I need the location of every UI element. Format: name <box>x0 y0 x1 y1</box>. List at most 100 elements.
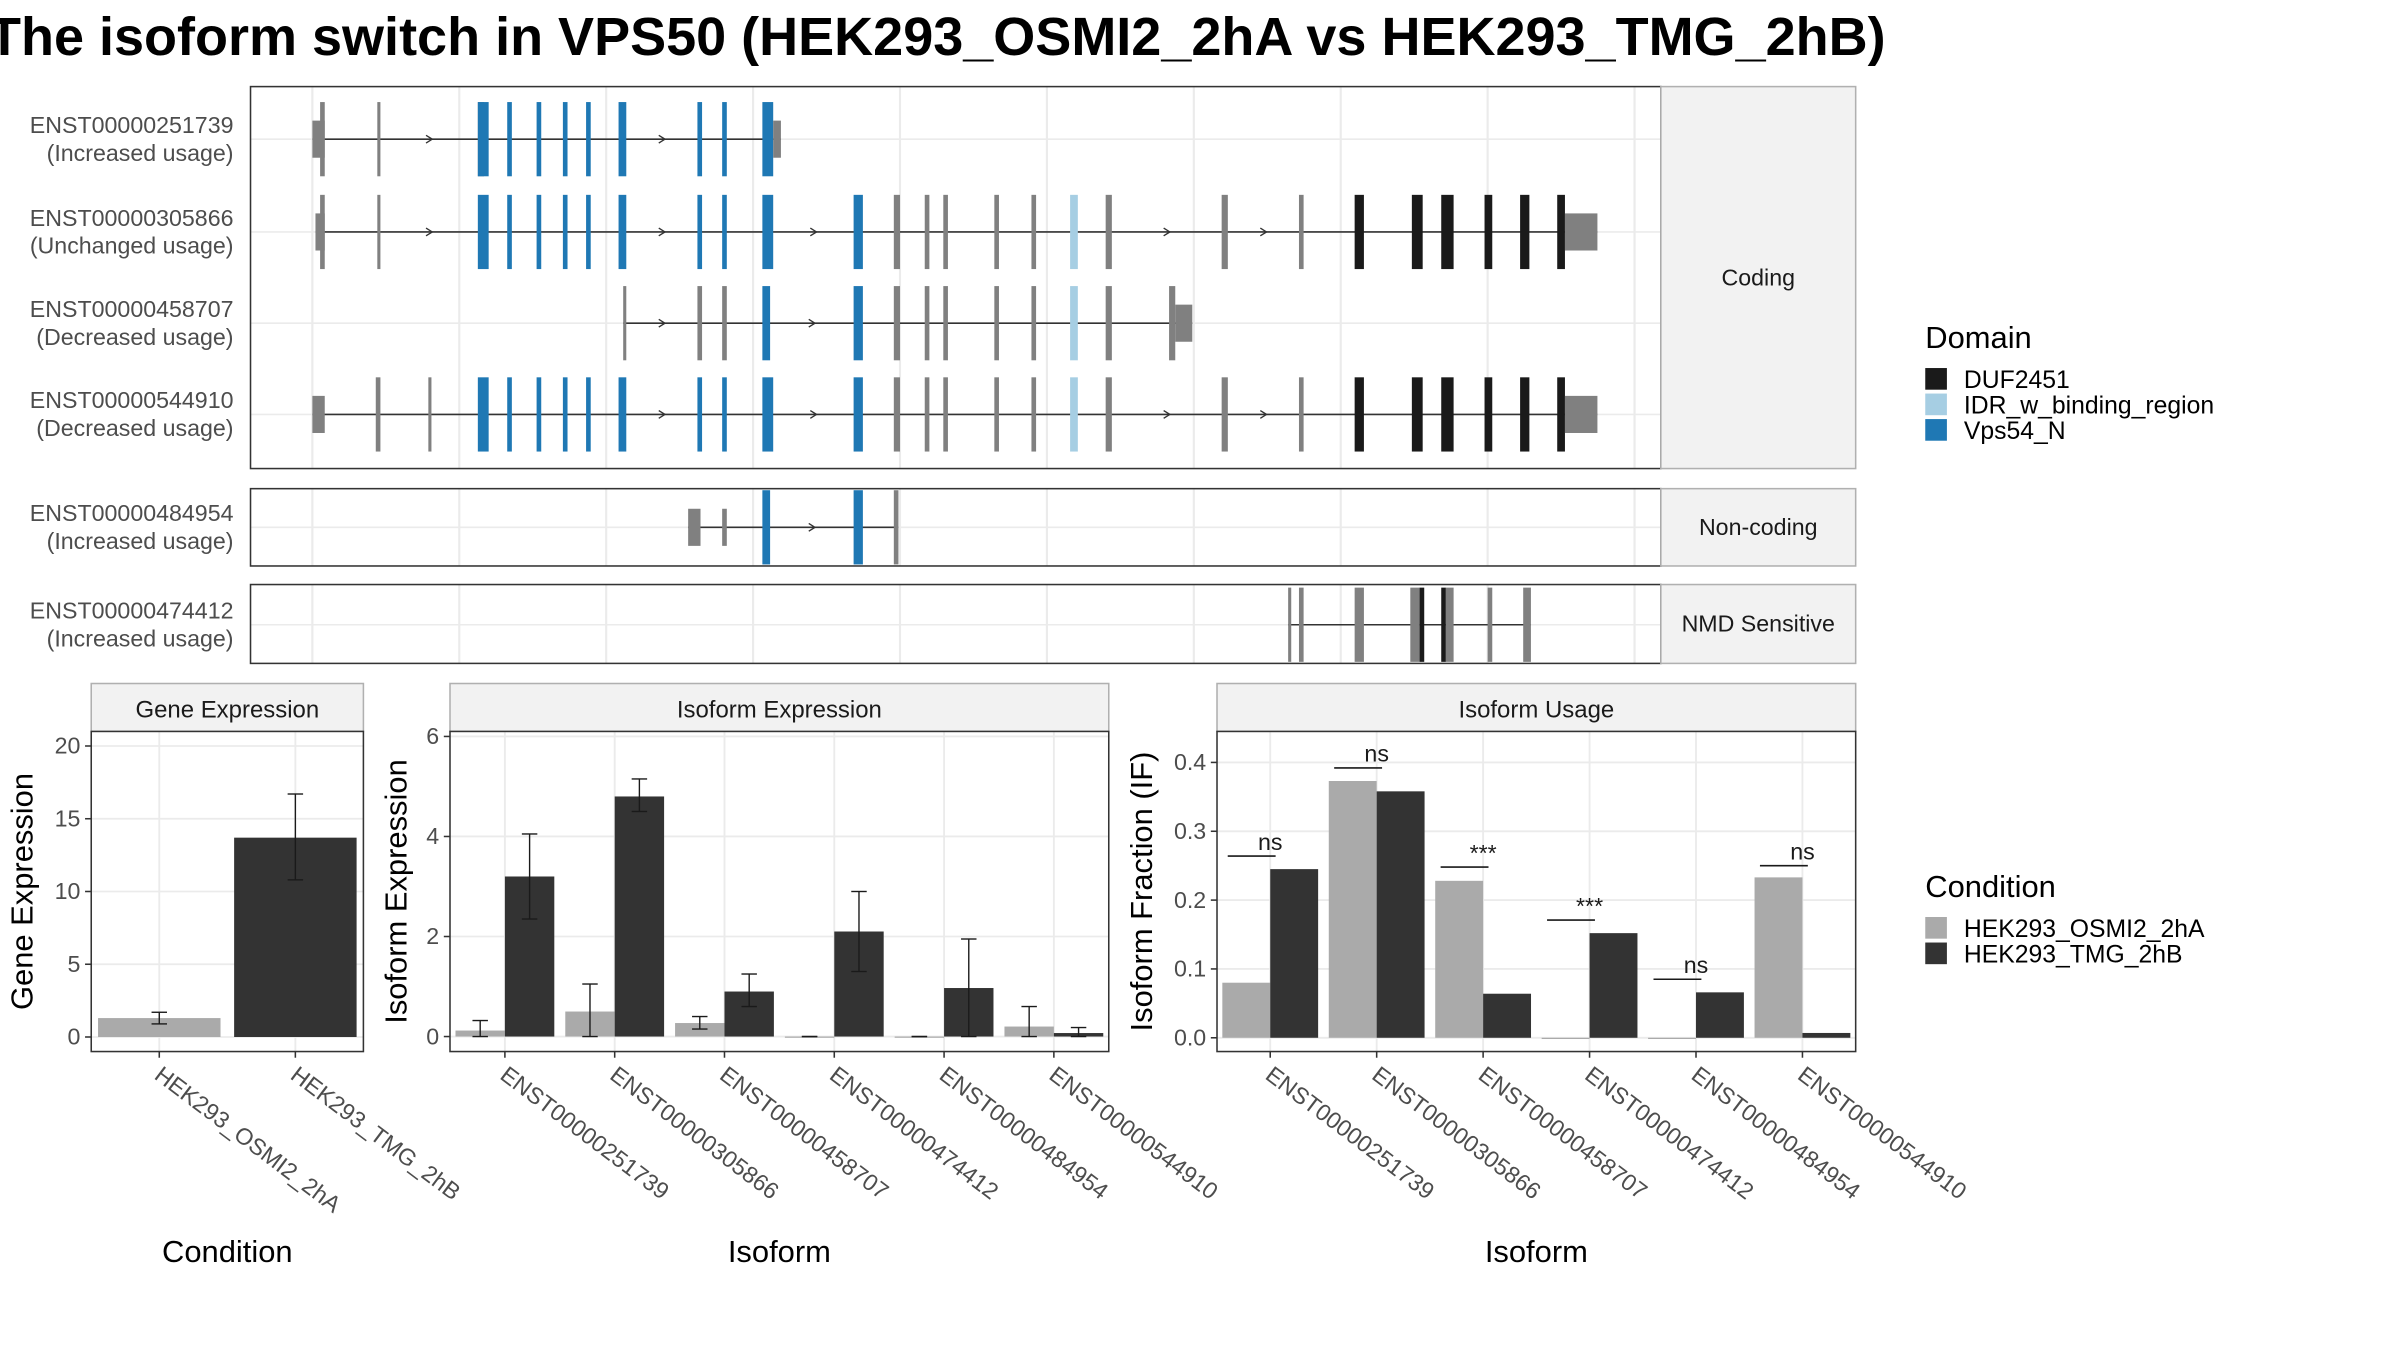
exon <box>1520 377 1530 452</box>
bar <box>1270 869 1319 1038</box>
direction-arrow <box>1163 227 1172 237</box>
facet-strip-label: Non-coding <box>1699 514 1818 540</box>
exon <box>507 377 512 452</box>
exon <box>1288 587 1292 662</box>
exon <box>1354 377 1364 452</box>
exon <box>477 102 489 177</box>
exon <box>924 377 930 452</box>
panel-strip <box>449 682 1110 733</box>
exon <box>893 377 900 452</box>
exon <box>586 194 591 270</box>
y-axis-label: Gene Expression <box>4 773 39 1010</box>
exon <box>1445 587 1454 662</box>
significance-label: *** <box>1470 840 1497 866</box>
bar <box>614 796 665 1037</box>
transcript-usage-label: (Increased usage) <box>47 140 234 166</box>
significance-label: ns <box>1258 829 1283 855</box>
exon <box>375 377 381 452</box>
exon <box>762 102 774 177</box>
legend-swatch-vps54_n <box>1925 419 1947 441</box>
legend-swatch-duf2451 <box>1925 368 1947 390</box>
x-axis-label: Condition <box>162 1234 293 1269</box>
exon <box>943 377 948 452</box>
transcript-id-label: ENST00000474412 <box>30 598 234 624</box>
significance-label: ns <box>1790 838 1815 864</box>
direction-arrow <box>809 227 818 237</box>
chart-title: The isoform switch in VPS50 (HEK293_OSMI… <box>0 7 1886 67</box>
exon <box>994 377 999 452</box>
facet-strip-label: NMD Sensitive <box>1682 611 1835 637</box>
utr-exon <box>1175 304 1193 342</box>
exon <box>943 194 948 270</box>
direction-arrow <box>1259 409 1268 419</box>
y-tick-label: 10 <box>55 878 81 904</box>
exon <box>893 194 900 270</box>
facet-strip <box>1660 85 1857 470</box>
bar <box>98 1018 221 1037</box>
y-tick-label: 0 <box>68 1024 81 1050</box>
bar <box>1376 791 1425 1038</box>
exon <box>507 194 512 270</box>
y-tick-label: 0.3 <box>1174 818 1206 844</box>
exon <box>623 286 627 361</box>
bar <box>1483 993 1532 1038</box>
panel-strip <box>90 682 365 733</box>
exon <box>586 102 591 177</box>
exon <box>1070 377 1078 452</box>
utr-exon <box>773 120 781 158</box>
transcript-id-label: ENST00000458707 <box>30 296 234 322</box>
exon <box>536 377 542 452</box>
exon <box>1411 377 1423 452</box>
exon <box>562 194 568 270</box>
exon <box>853 194 863 270</box>
plot-bg <box>450 731 1109 1052</box>
exon <box>924 194 930 270</box>
exon <box>1441 194 1454 270</box>
transcript-id-label: ENST00000251739 <box>30 112 234 138</box>
utr-exon <box>1564 213 1598 251</box>
direction-arrow <box>658 409 667 419</box>
y-tick-label: 0.0 <box>1174 1025 1206 1051</box>
direction-arrow <box>658 227 667 237</box>
exon <box>1105 377 1112 452</box>
panel-strip <box>1216 682 1857 733</box>
exon <box>1298 377 1304 452</box>
plot-border <box>1216 730 1857 1053</box>
utr-exon <box>688 508 701 546</box>
transcript-usage-label: (Increased usage) <box>47 625 234 651</box>
exon <box>1169 286 1176 361</box>
y-tick-label: 0.4 <box>1174 749 1206 775</box>
transcript-usage-label: (Decreased usage) <box>36 324 233 350</box>
exon <box>853 490 863 565</box>
transcript-usage-label: (Unchanged usage) <box>30 233 234 259</box>
exon <box>994 194 999 270</box>
y-tick-label: 0.1 <box>1174 956 1206 982</box>
exon <box>697 102 703 177</box>
utr-exon <box>1564 395 1598 433</box>
exon <box>1031 286 1037 361</box>
exon <box>618 102 627 177</box>
exon <box>586 377 591 452</box>
exon <box>1070 286 1078 361</box>
exon <box>762 490 771 565</box>
panel-title: Gene Expression <box>135 697 319 724</box>
exon <box>1031 377 1037 452</box>
direction-arrow <box>425 134 434 144</box>
exon <box>1419 587 1425 662</box>
exon <box>536 194 542 270</box>
exon <box>536 102 542 177</box>
bar <box>1435 880 1484 1038</box>
y-tick-label: 4 <box>426 823 439 849</box>
bar <box>675 1023 725 1037</box>
direction-arrow <box>808 522 817 532</box>
y-tick-label: 0 <box>426 1023 439 1049</box>
exon <box>1031 194 1037 270</box>
exon <box>562 102 568 177</box>
exon <box>697 194 703 270</box>
facet-strip <box>1660 583 1857 665</box>
utr-exon <box>312 395 325 433</box>
direction-arrow <box>1259 227 1268 237</box>
exon <box>1221 194 1228 270</box>
transcript-id-label: ENST00000544910 <box>30 387 234 413</box>
exon <box>507 102 512 177</box>
